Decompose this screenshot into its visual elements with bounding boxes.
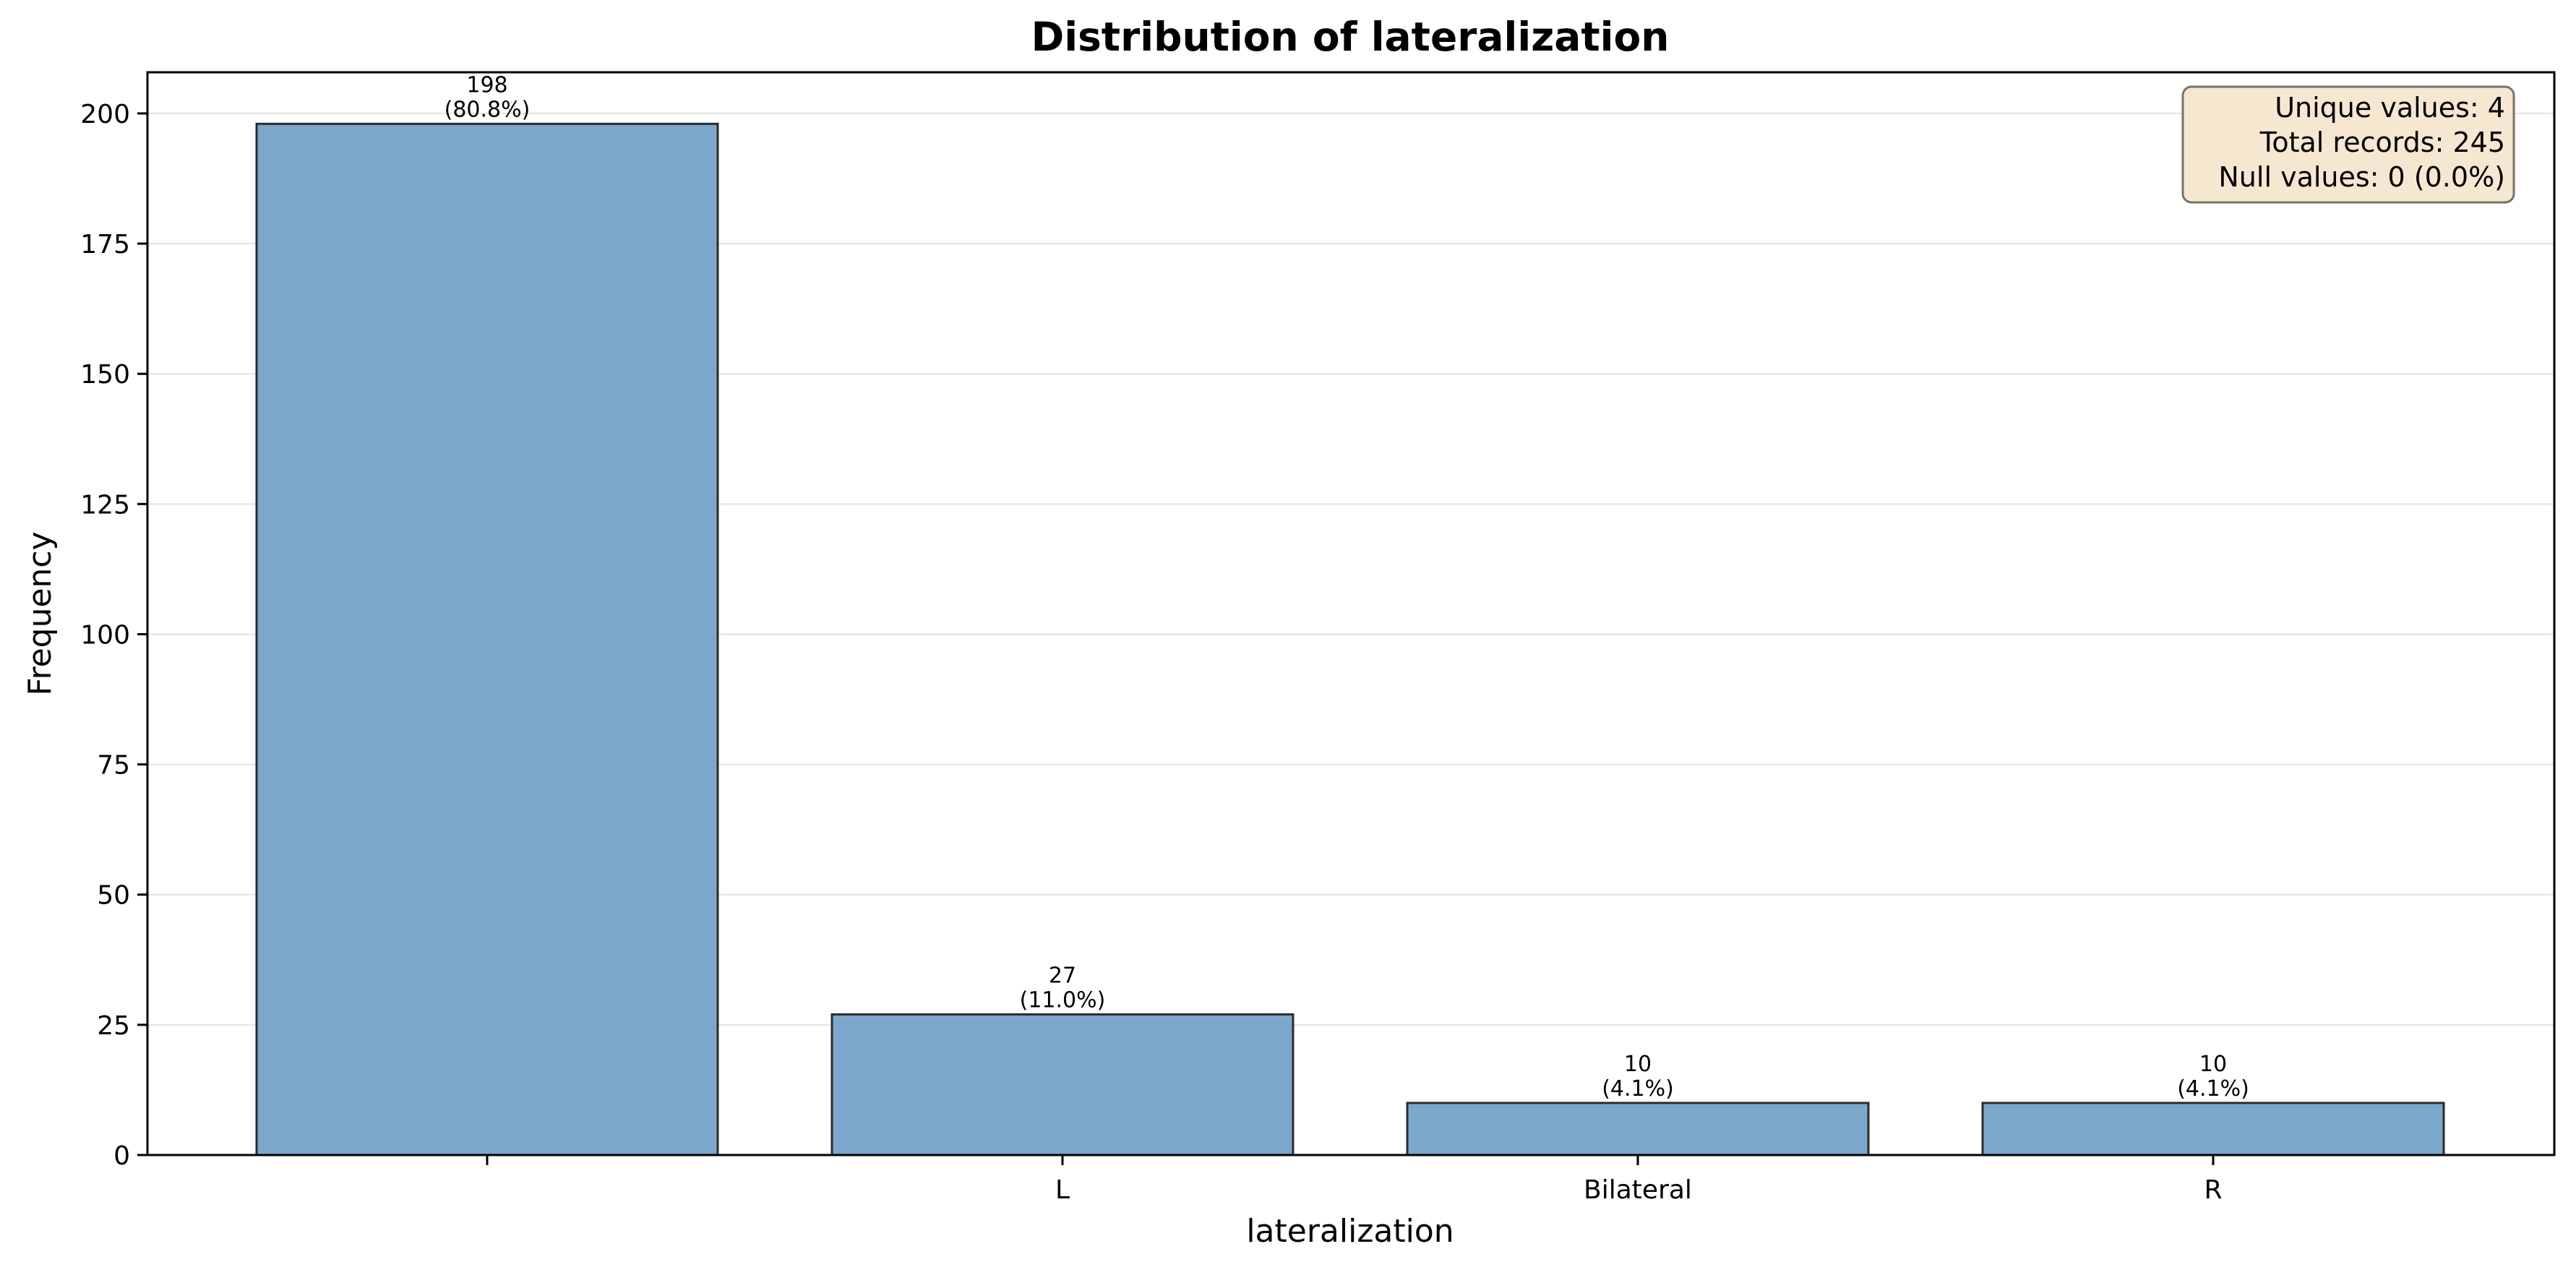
y-tick-label: 200	[80, 100, 130, 129]
stats-box-background	[2181, 85, 2515, 204]
bar	[255, 122, 719, 1156]
x-tick-label: R	[2204, 1175, 2222, 1205]
stats-box: Unique values: 4 Total records: 245 Null…	[2181, 85, 2515, 204]
y-tick-label: 150	[80, 360, 130, 390]
bar-percent-label: (80.8%)	[445, 97, 531, 122]
x-axis-ticks: L Bilateral R	[486, 1155, 2223, 1205]
bar-percent-label: (11.0%)	[1020, 987, 1106, 1013]
y-tick-label: 50	[97, 881, 130, 911]
bar-value-label: 10	[1624, 1052, 1652, 1077]
x-tick-label: L	[1055, 1175, 1070, 1205]
y-tick-label: 175	[80, 230, 130, 259]
bar-value-label: 27	[1049, 963, 1076, 988]
bar-value-label: 198	[466, 72, 507, 98]
bar-value-label: 10	[2199, 1052, 2227, 1077]
y-axis-label: Frequency	[22, 531, 59, 695]
y-tick-label: 75	[97, 751, 130, 781]
y-tick-label: 0	[113, 1141, 130, 1171]
chart-title: Distribution of lateralization	[1031, 14, 1670, 60]
bar-percent-label: (4.1%)	[2177, 1076, 2249, 1102]
bar	[830, 1013, 1295, 1156]
stats-line-null: Null values: 0 (0.0%)	[2218, 161, 2505, 193]
y-tick-label: 125	[80, 490, 130, 520]
stats-line-total: Total records: 245	[2259, 126, 2505, 158]
y-tick-label: 100	[80, 620, 130, 650]
stats-line-unique: Unique values: 4	[2275, 92, 2505, 124]
bar	[1981, 1102, 2445, 1156]
x-tick-label: Bilateral	[1584, 1175, 1692, 1205]
bar	[1406, 1102, 1870, 1156]
y-tick-label: 25	[97, 1011, 130, 1041]
data-labels: 198(80.8%)27(11.0%)10(4.1%)10(4.1%)	[445, 72, 2249, 1102]
bar-percent-label: (4.1%)	[1602, 1076, 1674, 1102]
plot-frame	[146, 71, 2556, 1156]
bars	[255, 122, 2445, 1156]
y-axis-ticks: 0 25 50 75 100 125 150 175 200	[80, 100, 147, 1171]
x-axis-label: lateralization	[1246, 1213, 1454, 1250]
